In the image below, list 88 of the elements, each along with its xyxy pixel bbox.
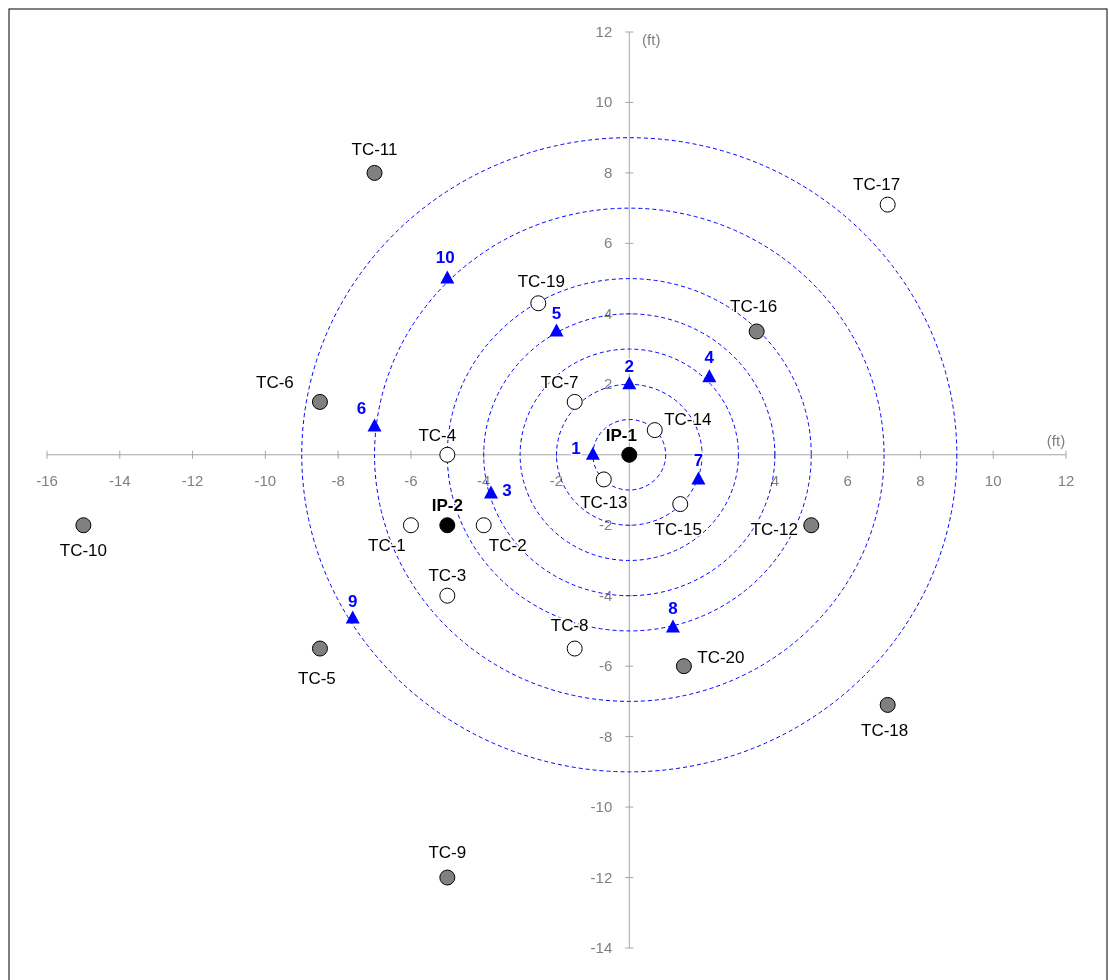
point <box>345 610 360 624</box>
point <box>439 446 456 463</box>
annotation: TC-10 <box>59 541 108 561</box>
y-tick-label: -8 <box>598 727 613 745</box>
point <box>483 485 498 499</box>
annotation: TC-9 <box>428 842 467 862</box>
annotation: TC-12 <box>750 520 798 540</box>
point <box>439 517 456 534</box>
point <box>439 587 456 604</box>
annotation: TC-15 <box>654 520 702 540</box>
point <box>691 471 706 485</box>
point <box>75 517 92 534</box>
point <box>530 295 547 312</box>
x-tick-label: -2 <box>549 471 564 489</box>
point <box>702 369 717 383</box>
x-tick-label: -6 <box>404 471 418 489</box>
y-tick-label: -14 <box>590 939 613 956</box>
annotation: TC-11 <box>351 139 398 159</box>
point <box>366 164 383 181</box>
x-tick-label: -4 <box>477 471 491 489</box>
x-tick-label: 10 <box>984 471 1002 489</box>
annotation: TC-20 <box>697 648 745 668</box>
point <box>748 323 765 340</box>
annotation: 6 <box>356 398 367 418</box>
annotation: 10 <box>435 247 455 267</box>
annotation: TC-16 <box>730 297 778 317</box>
point <box>803 517 820 534</box>
x-tick-label: -14 <box>108 471 131 489</box>
point <box>879 196 896 213</box>
annotation: IP-1 <box>605 425 637 445</box>
x-tick-label: 6 <box>843 471 852 489</box>
annotation: TC-2 <box>488 536 527 556</box>
annotation: TC-18 <box>861 720 909 740</box>
point <box>672 496 689 513</box>
point <box>595 471 612 488</box>
annotation: TC-4 <box>418 425 457 445</box>
point <box>879 696 896 713</box>
y-tick-label: 8 <box>603 163 613 181</box>
annotation: TC-8 <box>550 615 589 635</box>
point <box>566 640 583 657</box>
x-tick-label: 4 <box>770 471 780 489</box>
annotation: 5 <box>551 304 562 324</box>
point <box>439 869 456 886</box>
x-tick-label: -12 <box>181 471 204 489</box>
annotation: TC-5 <box>298 668 336 688</box>
point <box>440 270 455 284</box>
annotation: TC-17 <box>853 174 901 194</box>
annotation: 9 <box>347 591 358 611</box>
point <box>549 323 564 337</box>
y-tick-label: -2 <box>598 516 613 534</box>
point <box>675 658 692 675</box>
annotation: 4 <box>704 348 715 368</box>
annotation: 8 <box>668 599 678 619</box>
y-tick-label: 12 <box>595 23 613 40</box>
x-tick-label: 8 <box>916 471 925 489</box>
annotation: TC-13 <box>580 493 628 513</box>
x-tick-label: 12 <box>1057 471 1075 489</box>
annotation: TC-3 <box>428 565 467 585</box>
annotation: 2 <box>624 357 635 377</box>
annotation: 7 <box>693 451 704 471</box>
annotation: 1 <box>571 438 581 458</box>
point <box>665 619 680 633</box>
point <box>311 393 328 410</box>
point <box>402 517 419 534</box>
annotation: TC-6 <box>256 372 294 392</box>
annotation: TC-14 <box>664 410 712 430</box>
point <box>475 517 492 534</box>
point <box>622 376 637 390</box>
x-tick-label: -8 <box>331 471 345 489</box>
y-tick-label: -12 <box>590 868 613 886</box>
point <box>367 418 382 432</box>
point <box>646 422 663 439</box>
y-axis-title: (ft) <box>642 31 661 48</box>
y-tick-label: 10 <box>595 93 613 111</box>
x-axis-title: (ft) <box>1046 431 1066 449</box>
annotation: 3 <box>502 480 512 500</box>
y-tick-label: 6 <box>603 234 613 252</box>
point <box>311 640 328 657</box>
annotation: TC-1 <box>368 536 406 556</box>
point <box>585 446 600 460</box>
x-tick-label: -16 <box>36 471 58 489</box>
annotation: TC-7 <box>540 372 579 392</box>
x-tick-label: -10 <box>254 471 277 489</box>
point <box>566 393 583 410</box>
y-tick-label: -10 <box>590 798 613 816</box>
annotation: IP-2 <box>431 496 463 516</box>
y-tick-label: -6 <box>598 657 613 675</box>
annotation: TC-19 <box>517 272 565 292</box>
